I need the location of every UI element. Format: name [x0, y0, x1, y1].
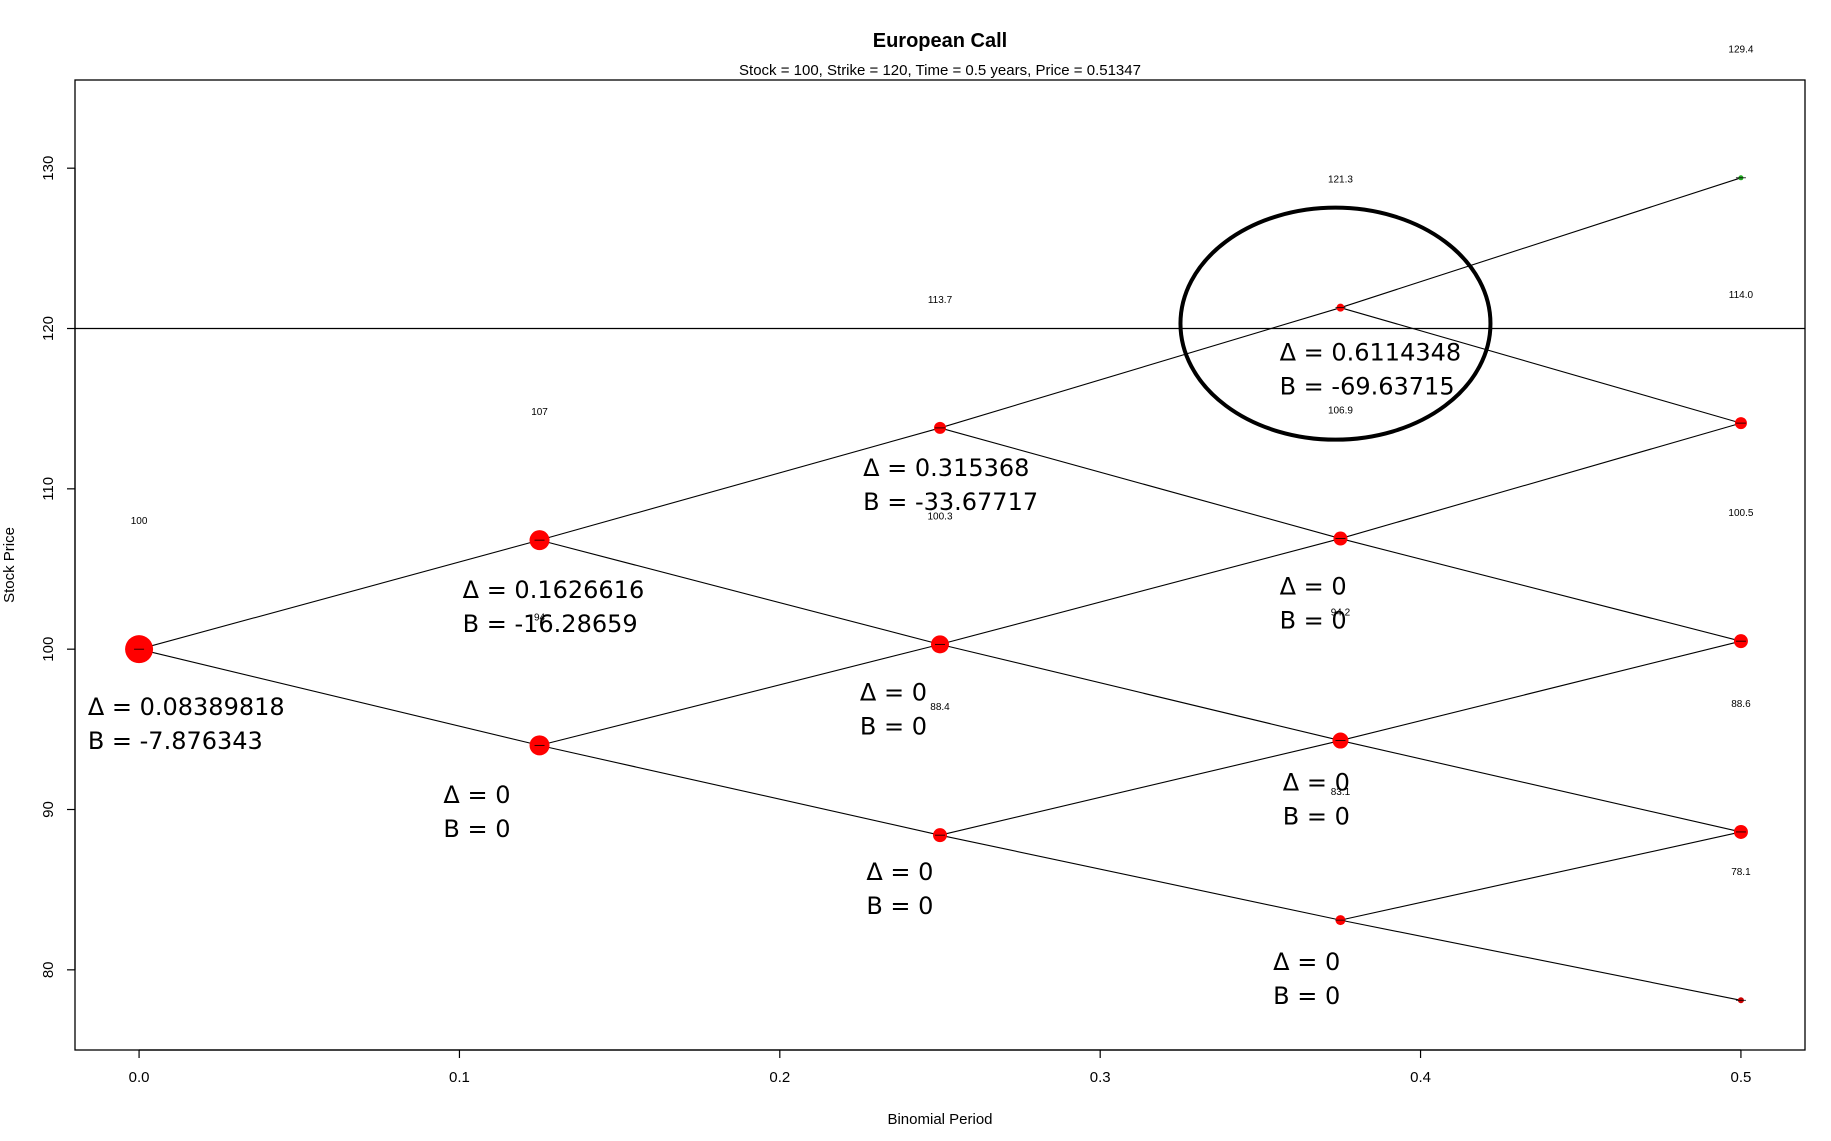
x-tick-label: 0.5 [1730, 1069, 1751, 1086]
highlight-ellipse [1178, 205, 1493, 442]
x-axis: 0.0 0.1 0.2 0.3 0.4 0.5 [129, 1049, 1751, 1086]
tree-edge [939, 307, 1341, 429]
node-value-label: 100 [131, 516, 148, 527]
delta-annotation: Δ = 0 [860, 678, 927, 706]
y-tick-label: 90 [40, 801, 57, 818]
tree-edge [1340, 740, 1742, 833]
tree-edge [539, 744, 941, 836]
y-tick-label: 120 [40, 316, 57, 341]
b-annotation: B = -33.67717 [863, 488, 1038, 516]
node-value-label: 107 [531, 407, 548, 418]
delta-annotation: Δ = 0.6114348 [1280, 339, 1462, 367]
node-value-labels: 100 107 94 113.7 100.3 88.4 121.3 106.9 94.2 83.1… [131, 45, 1754, 878]
delta-annotation: Δ = 0 [866, 858, 933, 886]
tree-edge [539, 427, 941, 541]
b-annotation: B = 0 [866, 892, 933, 920]
b-annotation: B = 0 [860, 712, 927, 740]
y-tick-label: 130 [40, 156, 57, 181]
tree-edge [939, 427, 1341, 540]
node-value-label: 100.5 [1728, 508, 1753, 519]
delta-annotation: Δ = 0 [443, 781, 510, 809]
tree-edge [1340, 538, 1742, 642]
plot-frame [74, 79, 1806, 1051]
x-axis-label: Binomial Period [887, 1111, 992, 1128]
x-tick-label: 0.4 [1410, 1069, 1431, 1086]
node-value-label: 113.7 [928, 295, 953, 306]
tree-edge [138, 539, 540, 650]
node-value-label: 129.4 [1728, 45, 1753, 56]
node-value-label: 100.3 [927, 511, 952, 522]
node-value-label: 114.0 [1729, 290, 1754, 301]
y-tick-label: 100 [40, 637, 57, 662]
tree-edges [138, 177, 1742, 1001]
node-value-label: 94 [534, 612, 546, 623]
chart-title: European Call [873, 30, 1007, 52]
x-tick-label: 0.2 [769, 1069, 790, 1086]
delta-annotation: Δ = 0 [1273, 948, 1340, 976]
tree-edge [939, 740, 1341, 836]
node-value-label: 88.6 [1731, 699, 1751, 710]
tree-edge [1340, 307, 1742, 424]
delta-annotation: Δ = 0.08389818 [88, 693, 285, 721]
y-axis: 80 90 100 110 120 130 [40, 156, 76, 978]
node-value-label: 94.2 [1331, 608, 1351, 619]
b-annotation: B = 0 [1283, 802, 1350, 830]
x-tick-label: 0.1 [449, 1069, 470, 1086]
node-value-label: 88.4 [930, 702, 950, 713]
tree-edge [539, 643, 941, 746]
tree-edge [1340, 640, 1742, 742]
tree-edge [138, 648, 540, 746]
b-annotation: B = 0 [1273, 982, 1340, 1010]
b-annotation: B = -16.28659 [463, 610, 638, 638]
b-annotation: B = 0 [443, 815, 510, 843]
node-value-label: 106.9 [1328, 405, 1353, 416]
tree-edge [539, 539, 941, 645]
delta-annotation: Δ = 0 [1283, 768, 1350, 796]
x-tick-label: 0.3 [1090, 1069, 1111, 1086]
b-annotation: B = -7.876343 [88, 727, 263, 755]
delta-annotation: Δ = 0 [1280, 573, 1347, 601]
b-annotation: B = -69.63715 [1280, 373, 1455, 401]
node-value-label: 78.1 [1731, 867, 1751, 878]
highlight-ellipse-group [1178, 205, 1493, 442]
chart-subtitle: Stock = 100, Strike = 120, Time = 0.5 ye… [739, 62, 1141, 79]
x-tick-label: 0.0 [129, 1069, 150, 1086]
tree-nodes [125, 175, 1748, 1004]
tree-edge [1340, 831, 1742, 921]
tree-edge [939, 643, 1341, 742]
delta-annotation: Δ = 0.315368 [863, 454, 1029, 482]
delta-annotation: Δ = 0.1626616 [463, 576, 645, 604]
y-axis-label: Stock Price [1, 527, 18, 603]
tree-edge [1340, 177, 1742, 309]
y-tick-label: 110 [40, 477, 57, 501]
tree-edge [1340, 422, 1742, 540]
tree-edge [939, 834, 1341, 921]
tree-edge [1340, 919, 1742, 1001]
node-value-label: 121.3 [1328, 175, 1353, 186]
node-value-label: 83.1 [1331, 787, 1351, 798]
tree-edge [939, 538, 1341, 645]
delta-b-annotations: Δ = 0.08389818 B = -7.876343 Δ = 0.1626616… [88, 339, 1461, 1010]
y-tick-label: 80 [40, 961, 57, 978]
b-annotation: B = 0 [1280, 607, 1347, 635]
